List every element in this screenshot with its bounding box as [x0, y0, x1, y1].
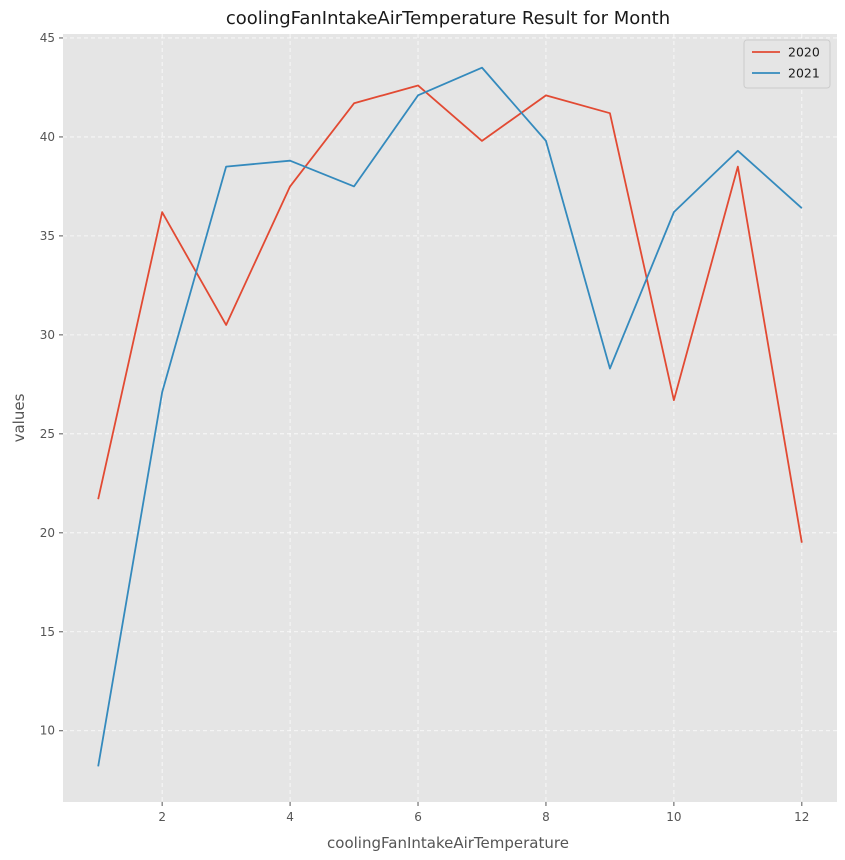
y-tick-label: 15	[40, 625, 55, 639]
series-line-2021	[97, 66, 803, 767]
legend-label-2021: 2021	[788, 66, 820, 81]
x-tick-label: 8	[542, 810, 550, 824]
y-tick-label: 45	[40, 31, 55, 45]
axis-ticks: 2 4 6 8 10 12 10 15 20 25 30 35 40 45	[40, 31, 810, 824]
y-tick-label: 25	[40, 427, 55, 441]
y-tick-label: 20	[40, 526, 55, 540]
x-tick-label: 4	[286, 810, 294, 824]
y-tick-label: 30	[40, 328, 55, 342]
series-line-2020	[97, 84, 803, 543]
x-tick-label: 10	[666, 810, 681, 824]
x-tick-label: 6	[414, 810, 422, 824]
series-lines	[97, 66, 803, 767]
grid-lines	[63, 34, 837, 802]
x-tick-label: 2	[158, 810, 166, 824]
legend-label-2020: 2020	[788, 45, 820, 60]
y-tick-label: 40	[40, 130, 55, 144]
y-tick-label: 35	[40, 229, 55, 243]
plot-area	[63, 34, 837, 802]
x-axis-label: coolingFanIntakeAirTemperature	[327, 834, 569, 852]
x-tick-label: 12	[794, 810, 809, 824]
legend: 2020 2021	[743, 39, 831, 89]
y-axis-label: values	[10, 393, 28, 442]
y-tick-label: 10	[40, 724, 55, 738]
chart-title: coolingFanIntakeAirTemperature Result fo…	[226, 8, 670, 29]
